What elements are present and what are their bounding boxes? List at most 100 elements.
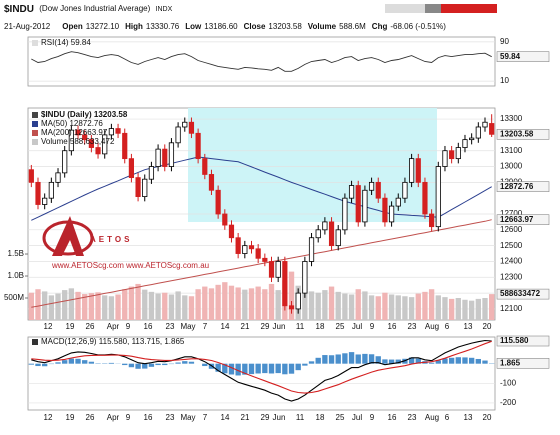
legend: RSI(14) 59.84 $INDU (Daily) 13203.58MA(50… — [32, 38, 185, 346]
volume-bar — [55, 293, 61, 320]
volume-bar — [148, 291, 155, 320]
histogram-bar — [408, 357, 415, 364]
value-box — [496, 288, 550, 300]
histogram-bar — [235, 363, 241, 376]
volume-bar — [322, 290, 328, 320]
legend-label: MA(50) 12872.76 — [41, 119, 103, 128]
value-box-label: 12872.76 — [500, 182, 534, 191]
volume-bar — [488, 294, 495, 320]
histogram-bar — [442, 358, 448, 364]
histogram-bar — [35, 363, 41, 367]
candle-body — [409, 158, 415, 183]
line — [31, 340, 492, 394]
volume-bar — [262, 289, 268, 320]
x-tick-label: 29 — [261, 322, 270, 331]
volume-bar — [468, 300, 475, 320]
x-tick-label: 6 — [445, 413, 450, 422]
header-title: $INDU (Dow Jones Industrial Average) IND… — [4, 4, 173, 15]
histogram-bar — [228, 363, 235, 375]
value-box-label: 59.84 — [500, 52, 521, 61]
histogram-bar — [395, 359, 401, 364]
histogram-bar — [108, 362, 115, 364]
volume-bar — [348, 294, 355, 320]
histogram-bar — [462, 357, 468, 364]
volume-bar — [475, 298, 481, 320]
histogram-bar — [62, 360, 68, 364]
legend-swatch — [32, 121, 38, 127]
volume-bar — [462, 299, 468, 320]
volume-bar — [315, 292, 321, 320]
candle-body — [308, 237, 315, 262]
y-tick-label: 10 — [500, 76, 509, 85]
x-tick-label: 16 — [144, 322, 153, 331]
histogram-bar — [455, 357, 461, 364]
volume-bar — [482, 298, 488, 320]
legend-swatch — [32, 40, 38, 46]
candle-body — [482, 121, 488, 128]
histogram-bar — [162, 363, 168, 366]
volume-bar — [308, 291, 315, 320]
legend-label: MA(200) 12663.97 — [41, 128, 108, 137]
value-box — [496, 335, 550, 347]
grid — [25, 41, 495, 404]
histogram-bar — [88, 361, 95, 364]
candle-body — [415, 158, 421, 183]
histogram-bar — [295, 363, 301, 371]
overlay: AETOS www.AETOScg.com www.AETOScg.com.au… — [4, 37, 550, 422]
volume-bar — [88, 293, 95, 320]
volume-bar — [275, 290, 281, 320]
volume-bar — [228, 285, 235, 320]
candle-body — [368, 181, 375, 191]
y-tick-label: 12400 — [500, 257, 523, 266]
legend-swatch — [32, 139, 38, 145]
volume-bar — [402, 296, 408, 320]
histogram-bar — [55, 362, 61, 364]
volume-bar — [302, 289, 308, 320]
candle-body — [422, 181, 428, 215]
x-tick-label: 19 — [66, 413, 75, 422]
x-tick-label: 23 — [408, 413, 417, 422]
candle-body — [88, 139, 94, 148]
histogram-bar — [428, 362, 435, 364]
candle-body — [275, 261, 281, 278]
y-tick-label: 500M — [4, 293, 24, 302]
histogram-bar — [315, 357, 321, 364]
legend-label: Volume 588,633,472 — [41, 137, 115, 146]
candle-body — [168, 142, 175, 167]
volume-bar — [435, 295, 441, 320]
histogram-bar — [148, 363, 155, 367]
histogram-bar — [388, 359, 395, 364]
candle-body — [55, 172, 61, 183]
candle-body — [435, 166, 441, 228]
x-tick-label: Jun — [273, 413, 286, 422]
x-tick-label: 16 — [388, 413, 397, 422]
field-label: Chg — [372, 22, 388, 31]
x-tick-label: 16 — [388, 322, 397, 331]
candle-body — [295, 292, 301, 310]
volume-bar — [242, 289, 248, 320]
volume-bar — [355, 289, 361, 320]
histogram-bar — [275, 363, 281, 374]
volume-bar — [122, 289, 128, 320]
candle-body — [475, 126, 481, 139]
x-tick-label: 13 — [464, 413, 473, 422]
histogram-bar — [202, 363, 208, 367]
x-tick-label: 11 — [296, 413, 305, 422]
histogram-bar — [255, 363, 261, 374]
volume-bar — [388, 294, 395, 320]
legend-swatch — [32, 112, 38, 118]
histogram-bar — [342, 353, 348, 364]
x-tick-label: 25 — [336, 322, 345, 331]
y-tick-label: 90 — [500, 37, 509, 46]
candle-body — [282, 261, 288, 307]
volume-bar — [395, 295, 401, 320]
y-tick-label: 12300 — [500, 272, 523, 281]
value-box-label: 12663.97 — [500, 215, 534, 224]
candle-body — [222, 213, 228, 226]
value-box-label: 1.865 — [500, 358, 521, 367]
volume-bar — [42, 291, 48, 320]
header-quote: 21-Aug-2012 Open 13272.10 High 13330.76 Low 13… — [4, 22, 446, 31]
legend-label: MACD(12,26,9) 115.580, 113.715, 1.865 — [41, 337, 185, 346]
volume-bar — [328, 286, 335, 320]
volume-bar — [375, 296, 381, 320]
